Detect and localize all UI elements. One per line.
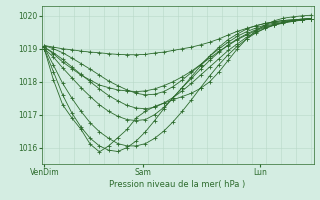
X-axis label: Pression niveau de la mer( hPa ): Pression niveau de la mer( hPa ) [109, 180, 246, 189]
